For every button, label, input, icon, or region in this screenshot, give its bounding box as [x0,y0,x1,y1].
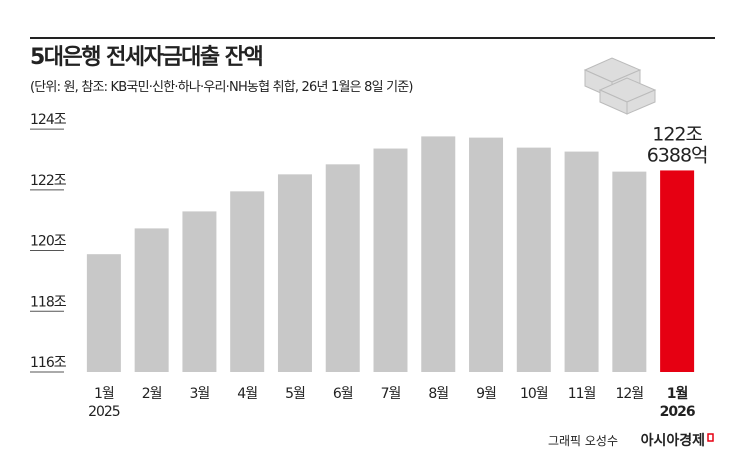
x-tick-label: 1월 [667,385,688,402]
x-tick-label: 5월 [285,386,305,402]
x-tick-label: 12월 [615,386,643,402]
x-tick-year: 2026 [660,404,695,420]
bar [230,191,265,372]
y-tick-label: 120조 [30,234,67,250]
x-tick-label: 2월 [142,386,162,402]
source-logo-mark [707,433,714,442]
x-tick-label: 3월 [190,386,210,402]
y-tick-label: 118조 [30,294,67,310]
credit: 그래픽 오성수 [548,434,618,448]
x-tick-year: 2025 [88,404,120,420]
x-tick-label: 9월 [476,386,496,402]
y-tick-label: 122조 [30,173,67,189]
value-label: 122조 6388억 [647,123,708,166]
x-tick-label: 8월 [428,386,448,402]
x-tick-label: 4월 [237,386,257,402]
y-tick-label: 116조 [30,355,67,371]
x-tick-label: 6월 [333,386,353,402]
bar [134,228,169,372]
bar [660,170,695,372]
x-tick-label: 1월 [94,386,114,402]
bar [469,137,504,372]
bar [516,147,551,372]
chart-title: 5대은행 전세자금대출 잔액 [30,45,263,70]
bar [325,164,360,372]
bar [612,171,647,372]
bar [421,136,456,372]
chart-subtitle: (단위: 원, 참조: KB국민·신한·하나·우리·NH농협 취합, 26년 1… [30,80,413,95]
bar [373,148,408,372]
bar [86,254,121,372]
x-tick-label: 7월 [381,386,401,402]
bar [277,174,312,372]
source: 아시아경제 [641,432,705,449]
x-tick-label: 11월 [568,386,596,402]
money-icon [583,57,657,115]
bar [182,211,217,372]
y-tick-label: 124조 [30,112,67,128]
x-tick-label: 10월 [520,386,548,402]
bar [564,151,599,372]
